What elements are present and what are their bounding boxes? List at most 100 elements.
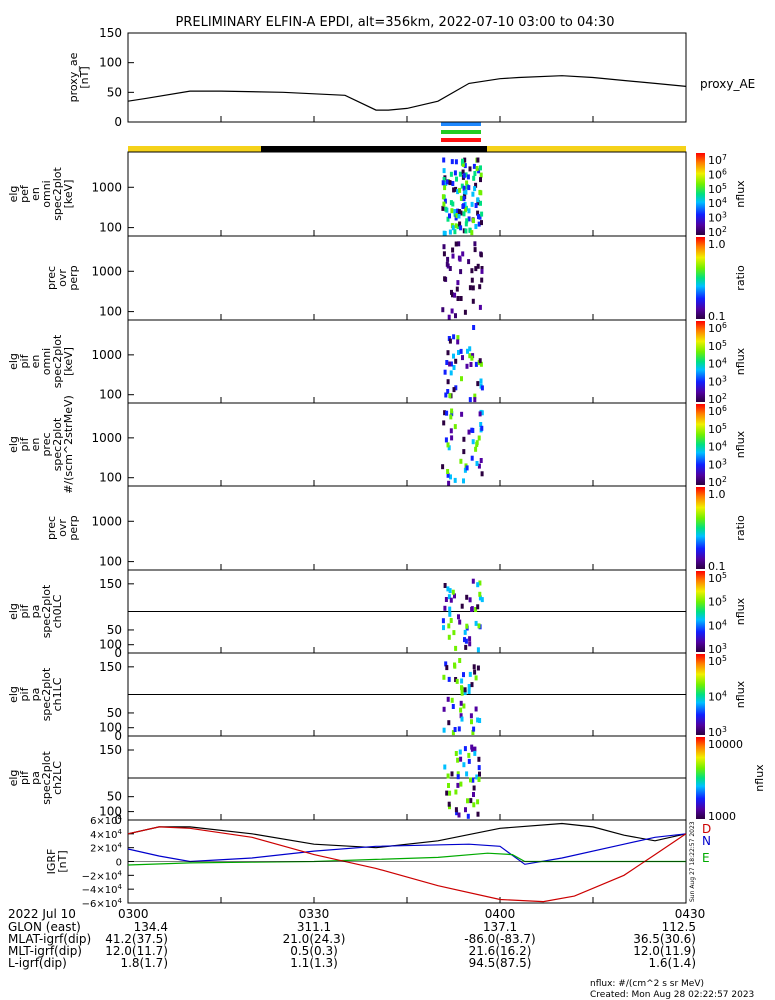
- ytick-9-1: 4×104: [90, 828, 122, 841]
- axis-value-0-3: 1.8(1.7): [120, 956, 168, 970]
- ylabel-7-0: elg: [7, 686, 20, 703]
- cbar-tick-6-0: 105: [708, 571, 727, 586]
- ylabel-3-0: elg: [7, 353, 20, 370]
- spec-cell-1-53: [450, 208, 454, 214]
- spec-cell-1-19: [462, 228, 466, 234]
- spec-cell-3-23: [473, 397, 477, 403]
- cbar-tick-6-3: 103: [708, 642, 727, 657]
- spec-cell-2-33: [446, 256, 450, 262]
- spec-cell-6-33: [465, 623, 469, 629]
- spec-cell-7-19: [445, 665, 449, 671]
- spec-cell-6-25: [448, 606, 452, 612]
- spec-cell-4-29: [480, 425, 484, 431]
- spec-cell-3-30: [449, 361, 453, 367]
- spec-cell-3-13: [456, 335, 460, 341]
- legend-E: E: [702, 851, 710, 865]
- spec-cell-7-41: [476, 665, 480, 671]
- spec-cell-7-33: [460, 678, 464, 684]
- spec-cell-4-36: [471, 428, 475, 433]
- axis-time-3: 0430: [675, 907, 706, 921]
- spec-cell-3-38: [459, 348, 463, 354]
- epd-marker-green: [441, 130, 481, 134]
- spec-cell-3-7: [452, 387, 456, 393]
- spec-cell-1-57: [461, 161, 465, 167]
- spec-cell-7-3: [444, 661, 448, 667]
- spec-cell-1-39: [479, 200, 482, 206]
- spec-cell-4-39: [446, 469, 450, 474]
- ylabel-5-1: ovr: [56, 519, 69, 537]
- ytick-0-0: 150: [99, 26, 122, 40]
- spec-cell-6-5: [453, 593, 456, 599]
- cbar-tick-8-1: 1000: [708, 810, 736, 823]
- ylabel-1-2: en: [29, 187, 42, 201]
- spec-cell-2-31: [442, 244, 446, 250]
- spec-cell-1-91: [467, 208, 471, 214]
- spec-cell-8-28: [463, 746, 467, 752]
- spec-cell-1-42: [446, 216, 450, 222]
- spec-cell-2-34: [451, 247, 455, 253]
- spec-cell-8-34: [477, 777, 481, 782]
- ytick-9-0: 6×104: [90, 814, 122, 827]
- spec-cell-2-6: [456, 296, 460, 301]
- axis-row-label-1: GLON (east): [8, 920, 81, 934]
- cbar-label-8: nflux: [753, 764, 766, 792]
- spec-cell-7-10: [442, 727, 446, 733]
- spec-cell-6-11: [480, 597, 484, 603]
- ylabel-4-4: spec2plot: [51, 417, 64, 471]
- spec-cell-1-90: [454, 186, 458, 192]
- spec-cell-1-113: [452, 187, 456, 193]
- spec-cell-2-35: [480, 268, 484, 274]
- epd-marker-blue: [441, 122, 481, 126]
- ylabel-4-0: elg: [7, 436, 20, 453]
- axis-row-label-4: L-igrf(dip): [8, 956, 67, 970]
- colorbar-1: [696, 153, 705, 235]
- colorbar-7: [696, 654, 705, 735]
- ytick-9-3: 0: [116, 858, 122, 869]
- panel-9: IGRF[nT]6×1044×1042×1040−2×104−4×104−6×1…: [45, 814, 711, 910]
- spec-cell-8-15: [472, 785, 476, 791]
- spec-cell-1-28: [479, 172, 483, 178]
- spec-cell-4-14: [467, 429, 471, 435]
- spec-cell-3-21: [452, 353, 455, 359]
- spec-cell-1-77: [443, 185, 447, 191]
- spec-cell-3-41: [448, 393, 452, 399]
- spec-cell-7-30: [447, 720, 451, 726]
- spec-cell-3-12: [446, 350, 450, 356]
- spec-cell-1-107: [479, 165, 482, 171]
- spec-cell-4-22: [450, 411, 454, 417]
- spec-cell-1-87: [459, 195, 463, 201]
- spec-cell-7-32: [442, 706, 446, 712]
- ytick-3-1: 100: [99, 388, 122, 402]
- spec-cell-1-36: [470, 201, 474, 207]
- spec-cell-1-71: [449, 200, 453, 206]
- ytick-6-1: 100: [99, 638, 122, 652]
- side-stamp: Sun Aug 27 18:22:57 2023: [689, 821, 696, 902]
- spec-cell-1-6: [460, 183, 464, 189]
- spec-cell-8-41: [464, 807, 467, 813]
- spec-cell-6-16: [476, 647, 480, 653]
- ytick-2-1: 100: [99, 305, 122, 319]
- ytick-6-3: 0: [114, 646, 122, 660]
- series-line-9-2: [127, 852, 686, 866]
- spec-cell-8-1: [456, 771, 460, 777]
- spec-cell-2-24: [467, 259, 471, 265]
- spec-cell-4-25: [465, 465, 469, 471]
- ylabel-3-2: en: [29, 355, 42, 369]
- spec-cell-2-7: [463, 309, 467, 315]
- spec-cell-6-21: [470, 606, 474, 612]
- series-line-9-3: [127, 826, 687, 903]
- spec-cell-7-1: [462, 703, 466, 709]
- ylabel-6-3: spec2plot: [40, 584, 53, 638]
- spec-cell-7-34: [459, 700, 463, 706]
- spec-cell-1-114: [457, 209, 461, 214]
- spec-cell-3-34: [468, 397, 472, 403]
- spec-cell-1-119: [462, 203, 465, 209]
- spec-cell-7-14: [471, 730, 475, 735]
- spec-cell-1-12: [453, 229, 457, 235]
- axis-time-0: 0300: [118, 907, 149, 921]
- ytick-4-1: 100: [99, 471, 122, 485]
- spec-cell-3-24: [465, 363, 469, 369]
